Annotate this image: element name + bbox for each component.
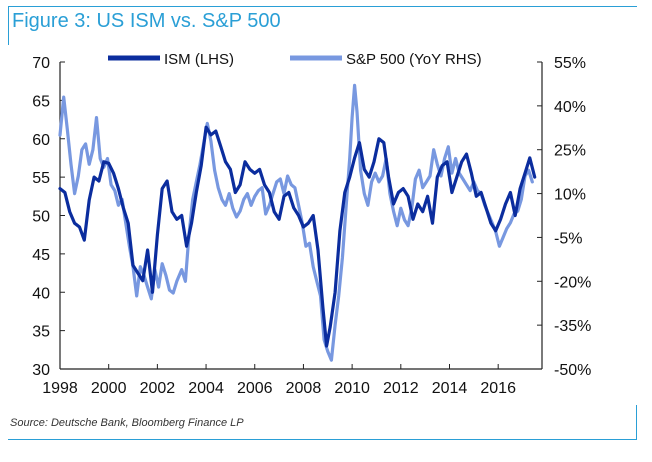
x-tick-label: 2016 [480, 380, 516, 397]
y-left-tick-label: 65 [32, 93, 50, 110]
source-note: Source: Deutsche Bank, Bloomberg Finance… [10, 417, 244, 429]
y-left-tick-label: 70 [32, 55, 50, 72]
y-right-tick-label: -50% [554, 362, 591, 379]
y-right-tick-label: 55% [554, 55, 586, 72]
x-tick-label: 2004 [188, 380, 224, 397]
x-tick-label: 2010 [334, 380, 370, 397]
series-line-ism [58, 125, 537, 348]
y-left-tick-label: 50 [32, 209, 50, 226]
legend-item-ism-label: ISM (LHS) [164, 51, 234, 68]
y-right-tick-label: -35% [554, 318, 591, 335]
y-right-tick-label: -5% [554, 230, 582, 247]
x-tick-label: 2000 [91, 380, 127, 397]
axes: 30 35 40 45 50 55 60 65 70 -50% -35% -20% -5% 10% 25% 4… [32, 55, 591, 397]
y-left-tick-label: 40 [32, 285, 50, 302]
y-right-tick-label: 25% [554, 143, 586, 160]
source-frame [8, 405, 637, 440]
x-tick-label: 2008 [286, 380, 322, 397]
y-left-tick-label: 45 [32, 247, 50, 264]
y-left-tick-label: 60 [32, 132, 50, 149]
y-left-tick-label: 35 [32, 324, 50, 341]
y-right-tick-label: 40% [554, 99, 586, 116]
series-line-sp500 [58, 83, 534, 362]
chart-title: Figure 3: US ISM vs. S&P 500 [12, 10, 281, 32]
legend-item-sp500-label: S&P 500 (YoY RHS) [346, 51, 482, 68]
legend: ISM (LHS) S&P 500 (YoY RHS) [108, 51, 482, 68]
series-layer [58, 83, 537, 362]
x-tick-label: 2012 [383, 380, 419, 397]
y-right-tick-label: 10% [554, 187, 586, 204]
x-tick-label: 2002 [140, 380, 176, 397]
x-tick-label: 2006 [237, 380, 273, 397]
y-left-tick-label: 55 [32, 170, 50, 187]
x-tick-label: 2014 [432, 380, 468, 397]
x-tick-label: 1998 [42, 380, 78, 397]
y-right-tick-label: -20% [554, 274, 591, 291]
y-left-tick-label: 30 [32, 362, 50, 379]
title-frame [8, 6, 637, 45]
